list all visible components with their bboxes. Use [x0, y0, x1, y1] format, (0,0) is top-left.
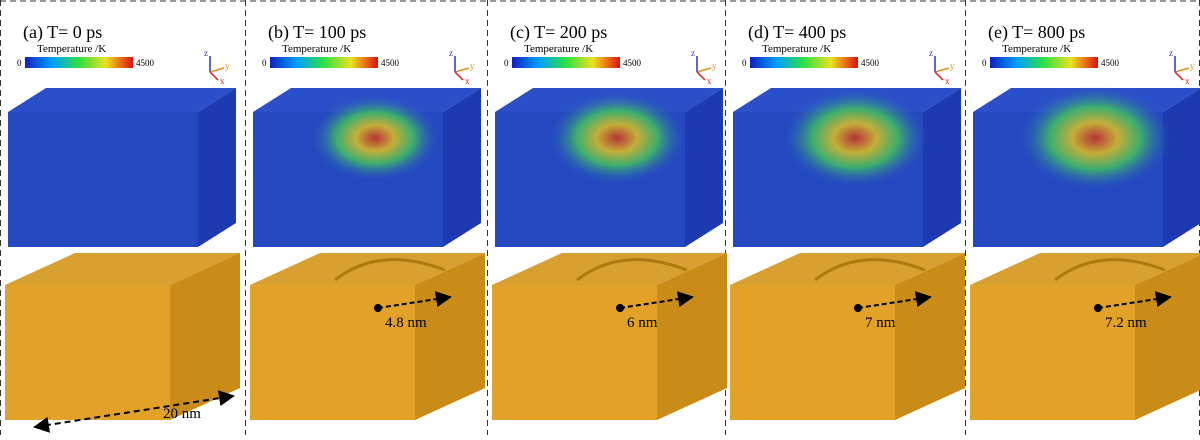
axis-y — [455, 68, 469, 72]
block-front — [8, 112, 198, 247]
figure: (a) T= 0 psTemperature /K04500zyx20 nm(b… — [0, 0, 1200, 435]
colorbar — [750, 57, 858, 68]
axis-label-z: z — [929, 48, 933, 58]
panel-label: (b) T= 100 ps — [268, 22, 366, 43]
heat-spot — [1019, 86, 1171, 190]
colorbar — [990, 57, 1098, 68]
axis-x — [935, 72, 943, 80]
colorbar-title: Temperature /K — [282, 43, 351, 55]
block-side — [198, 88, 236, 247]
colorbar — [512, 57, 620, 68]
colorbar-min: 0 — [504, 58, 509, 68]
panel-label: (e) T= 800 ps — [988, 22, 1085, 43]
axis-y — [1175, 68, 1189, 72]
radius-label: 6 nm — [627, 315, 658, 331]
block-side — [1163, 88, 1200, 247]
colorbar-max: 4500 — [861, 58, 880, 68]
radius-label: 7.2 nm — [1105, 315, 1147, 331]
axis-label-y: y — [1190, 61, 1195, 71]
axis-label-z: z — [1169, 48, 1173, 58]
radius-label: 7 nm — [865, 315, 896, 331]
heat-spot — [549, 92, 685, 184]
axis-x — [697, 72, 705, 80]
axis-label-x: x — [220, 76, 225, 86]
colorbar-max: 4500 — [1101, 58, 1120, 68]
surface-front — [5, 285, 170, 420]
colorbar-min: 0 — [17, 58, 22, 68]
colorbar-min: 0 — [742, 58, 747, 68]
colorbar — [25, 57, 133, 68]
axis-label-z: z — [691, 48, 695, 58]
colorbar-max: 4500 — [623, 58, 642, 68]
axis-x — [1175, 72, 1183, 80]
axis-x — [210, 72, 218, 80]
axis-label-y: y — [712, 61, 717, 71]
axis-y — [697, 68, 711, 72]
axis-label-x: x — [1185, 76, 1190, 86]
colorbar-max: 4500 — [136, 58, 155, 68]
block-side — [923, 88, 961, 247]
radius-label: 4.8 nm — [385, 315, 427, 331]
axis-x — [455, 72, 463, 80]
panel-label: (c) T= 200 ps — [510, 22, 607, 43]
axis-label-y: y — [950, 61, 955, 71]
block-side — [685, 88, 723, 247]
axis-label-z: z — [204, 48, 208, 58]
axis-label-x: x — [945, 76, 950, 86]
colorbar-min: 0 — [982, 58, 987, 68]
colorbar-min: 0 — [262, 58, 267, 68]
colorbar-max: 4500 — [381, 58, 400, 68]
heat-spot — [311, 95, 439, 181]
axis-label-z: z — [449, 48, 453, 58]
panel-label: (a) T= 0 ps — [23, 22, 102, 43]
axis-y — [210, 68, 224, 72]
block-side — [443, 88, 481, 247]
colorbar-title: Temperature /K — [762, 43, 831, 55]
axis-label-y: y — [225, 61, 230, 71]
axis-label-x: x — [707, 76, 712, 86]
colorbar-title: Temperature /K — [37, 43, 106, 55]
block-top — [8, 88, 236, 112]
axis-label-x: x — [465, 76, 470, 86]
colorbar — [270, 57, 378, 68]
colorbar-title: Temperature /K — [524, 43, 593, 55]
axis-label-y: y — [470, 61, 475, 71]
panel-label: (d) T= 400 ps — [748, 22, 846, 43]
axis-y — [935, 68, 949, 72]
colorbar-title: Temperature /K — [1002, 43, 1071, 55]
dimension-label: 20 nm — [163, 406, 201, 422]
heat-spot — [783, 89, 927, 187]
